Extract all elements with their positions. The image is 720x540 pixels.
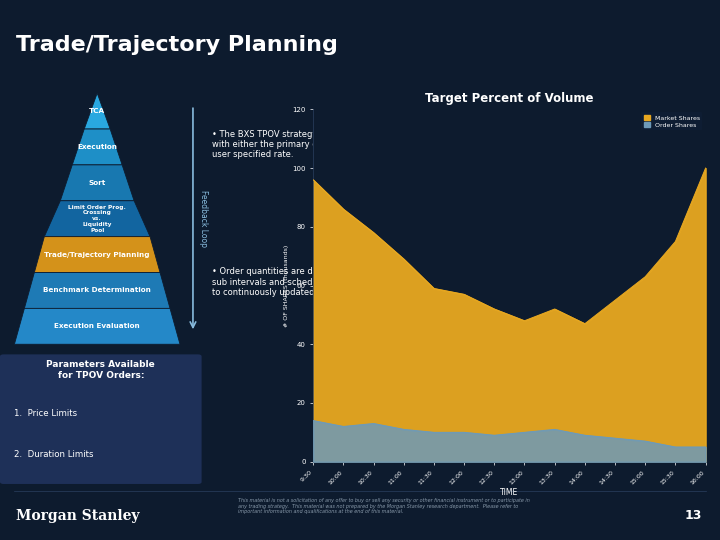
Text: Feedback Loop: Feedback Loop: [199, 190, 207, 247]
Text: TCA: TCA: [89, 108, 105, 114]
Text: 13: 13: [685, 509, 702, 522]
Polygon shape: [35, 237, 160, 273]
Text: Parameters Available
for TPOV Orders:: Parameters Available for TPOV Orders:: [46, 361, 156, 380]
Text: 2.  Duration Limits: 2. Duration Limits: [14, 449, 94, 458]
Text: Trade/Trajectory Planning: Trade/Trajectory Planning: [16, 35, 338, 55]
Text: Limit Order Prog.
Crossing
vs.
Liquidity
Pool: Limit Order Prog. Crossing vs. Liquidity…: [68, 205, 126, 233]
Polygon shape: [84, 93, 110, 129]
X-axis label: TIME: TIME: [500, 488, 518, 497]
Text: Morgan Stanley: Morgan Stanley: [16, 509, 140, 523]
Y-axis label: # OF SHARES (thousands): # OF SHARES (thousands): [284, 245, 289, 327]
Text: Execution Evaluation: Execution Evaluation: [54, 323, 140, 329]
Text: • The BXS TPOV strategy is designed to participate
with either the primary or co: • The BXS TPOV strategy is designed to p…: [212, 130, 428, 159]
FancyBboxPatch shape: [0, 354, 202, 484]
Polygon shape: [14, 308, 180, 345]
Polygon shape: [72, 129, 122, 165]
Polygon shape: [60, 165, 134, 201]
Text: Trade/Trajectory Planning: Trade/Trajectory Planning: [45, 252, 150, 258]
Text: Benchmark Determination: Benchmark Determination: [43, 287, 151, 293]
Text: Execution: Execution: [77, 144, 117, 150]
Title: Target Percent of Volume: Target Percent of Volume: [425, 92, 594, 105]
Text: Sort: Sort: [89, 180, 106, 186]
Polygon shape: [45, 201, 150, 237]
Legend: Market Shares, Order Shares: Market Shares, Order Shares: [641, 112, 703, 131]
Text: • Order quantities are determined for individual time
sub intervals and schedule: • Order quantities are determined for in…: [212, 267, 436, 297]
Polygon shape: [24, 273, 170, 308]
Text: 1.  Price Limits: 1. Price Limits: [14, 409, 78, 418]
Text: This material is not a solicitation of any offer to buy or sell any security or : This material is not a solicitation of a…: [238, 498, 529, 515]
